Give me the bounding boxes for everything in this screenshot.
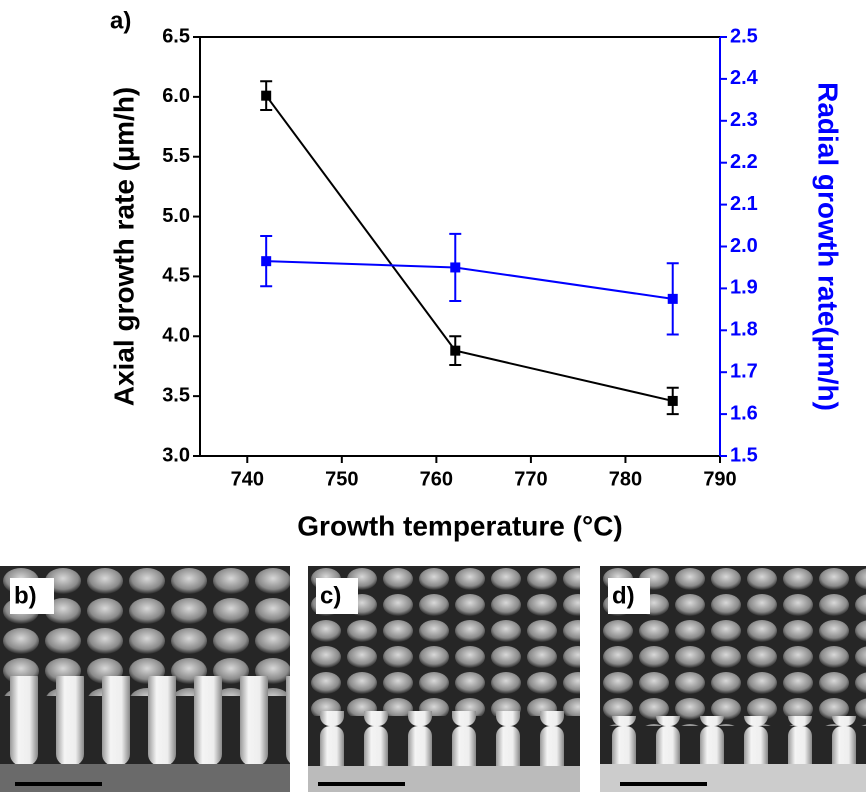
y2-tick-label: 2.3 [730, 109, 758, 131]
series-line [265, 95, 673, 402]
y-axis-label: Axial growth rate (µm/h) [108, 87, 139, 407]
panel-label: b) [14, 582, 37, 609]
y-tick-label: 6.0 [162, 85, 190, 107]
y-tick-label: 4.0 [162, 325, 190, 347]
y-tick-label: 3.0 [162, 444, 190, 466]
x-tick-label: 780 [609, 468, 642, 490]
x-tick-label: 750 [325, 468, 358, 490]
marker [667, 395, 678, 406]
x-tick-label: 770 [514, 468, 547, 490]
x-tick-label: 790 [703, 468, 736, 490]
y2-axis-label: Radial growth rate(µm/h) [813, 82, 844, 411]
y2-tick-label: 1.9 [730, 277, 758, 299]
series-line [266, 260, 673, 300]
y-tick-label: 5.0 [162, 205, 190, 227]
y2-tick-label: 2.0 [730, 235, 758, 257]
panel-label: d) [612, 582, 635, 609]
y2-tick-label: 1.7 [730, 360, 758, 382]
marker [261, 256, 272, 267]
x-tick-label: 740 [231, 468, 264, 490]
sem-image: d) [600, 566, 866, 792]
marker [450, 262, 461, 273]
y-tick-label: 5.5 [162, 145, 190, 167]
y-tick-label: 3.5 [162, 384, 190, 406]
marker [261, 90, 272, 101]
y2-tick-label: 2.1 [730, 193, 758, 215]
y2-tick-label: 1.8 [730, 319, 758, 341]
sem-image: b) [0, 566, 290, 792]
y-tick-label: 6.5 [162, 25, 190, 47]
chart: 740 750 760 770 780 790 3.0 3.5 4.0 4.5 5.0 5.5 6.0 6… [108, 7, 843, 541]
sem-image: c) [308, 566, 580, 792]
x-axis-label: Growth temperature (°C) [297, 510, 622, 541]
panel-label: c) [320, 582, 341, 609]
y2-tick-label: 1.6 [730, 402, 758, 424]
y2-tick-label: 2.5 [730, 25, 758, 47]
panel-label: a) [110, 7, 131, 34]
marker [667, 293, 678, 304]
marker [450, 345, 461, 356]
x-tick-label: 760 [420, 468, 453, 490]
y2-tick-label: 1.5 [730, 444, 758, 466]
y-tick-label: 4.5 [162, 265, 190, 287]
y2-tick-label: 2.4 [730, 67, 759, 89]
y2-tick-label: 2.2 [730, 151, 758, 173]
